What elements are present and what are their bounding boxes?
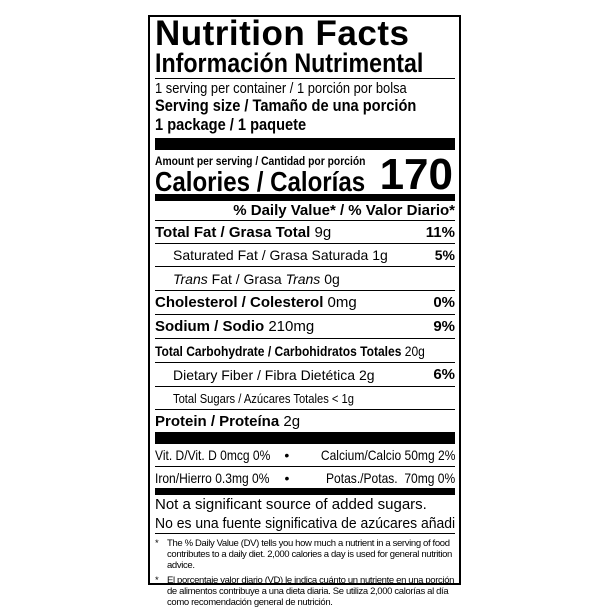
nutrient-row-saturated-fat: Saturated Fat / Grasa Saturada 1g 5% [155,244,455,267]
nutrient-row-total-fat: Total Fat / Grasa Total 9g 11% [155,221,455,244]
footnote-text: El porcentaje valor diario (VD) le indic… [167,575,455,608]
nutrient-row-trans-fat: Trans Fat / Grasa Trans 0g [155,267,455,291]
divider-medium [155,488,455,495]
nutrient-label: Dietary Fiber / Fibra Dietética [173,366,356,383]
nutrient-row-total-carbohydrate: Total Carbohydrate / Carbohidratos Total… [155,339,455,363]
nutrition-label: Nutrition Facts Información Nutrimental … [148,15,461,608]
added-sugars-note: Not a significant source of added sugars… [155,495,427,513]
nutrient-label: Saturated Fat / Grasa Saturada [173,247,369,263]
nutrient-amount: 20g [404,342,425,359]
nutrient-dv: 11% [425,223,455,241]
micronutrient-right: Calcium/Calcio 50mg 2% [320,447,455,463]
divider-thick [155,432,455,444]
bullet-separator: • [284,469,290,486]
footnote-es: * El porcentaje valor diario (VD) le indi… [155,575,455,608]
footnote-star: * [155,538,159,549]
divider-thick [155,138,455,150]
calories-value: 170 [379,150,453,199]
label-title-es-text: Información Nutrimental [155,49,424,78]
micronutrient-row: Iron/Hierro 0.3mg 0% • Potas./Potas. 70mg … [155,467,455,488]
micronutrient-left: Iron/Hierro 0.3mg 0% [155,469,270,486]
nutrient-label: Total Fat / Grasa Total [155,223,311,241]
amount-per-serving: Amount per serving / Cantidad por porció… [155,154,366,168]
nutrient-label: Cholesterol / Colesterol [155,294,324,311]
serving-size-value-text: 1 package / 1 paquete [155,115,307,134]
nutrient-row-total-sugars: Total Sugars / Azúcares Totales < 1g [155,387,455,410]
calories-section: Amount per serving / Cantidad por porció… [155,150,455,199]
daily-value-header: % Daily Value* / % Valor Diario* [155,201,455,221]
nutrient-dv: 9% [433,318,455,335]
nutrient-label-italic: Trans [285,270,321,287]
nutrient-dv: 5% [434,247,455,263]
nutrient-label: Sodium / Sodio [155,318,265,335]
footnote-star: * [155,575,159,586]
nutrient-row-protein: Protein / Proteína 2g [155,410,455,432]
micronutrient-right: Potas./Potas. 70mg 0% [325,469,455,486]
added-sugars-note-es: No es una fuente significativa de azúcar… [155,513,455,534]
nutrient-row-sodium: Sodium / Sodio 210mg 9% [155,315,455,339]
added-sugars-note-es-text: No es una fuente significativa de azúcar… [155,514,455,532]
nutrient-amount: 2g [283,412,301,430]
nutrient-dv: 0% [433,294,455,311]
nutrient-amount: 0mg [327,294,357,311]
nutrient-label: Fat / Grasa [207,270,286,287]
nutrient-amount: 2g [358,366,375,383]
micronutrient-left: Vit. D/Vit. D 0mcg 0% [155,447,271,463]
footnote-en: * The % Daily Value (DV) tells you how mu… [155,538,455,571]
nutrient-amount: 210mg [268,318,315,335]
nutrient-amount: < 1g [331,390,354,406]
label-title-es: Información Nutrimental [155,49,455,79]
nutrient-label: Total Carbohydrate / Carbohidratos Total… [155,342,402,359]
bullet-separator: • [284,447,290,463]
calories-label: Calories / Calorías [155,166,366,197]
serving-size-label: Serving size / Tamaño de una porción [155,97,455,115]
nutrient-row-cholesterol: Cholesterol / Colesterol 0mg 0% [155,291,455,315]
nutrient-row-dietary-fiber: Dietary Fiber / Fibra Dietética 2g 6% [155,363,455,387]
servings-per-container: 1 serving per container / 1 porción por … [155,79,455,97]
nutrient-amount: 9g [314,223,332,241]
micronutrient-row: Vit. D/Vit. D 0mcg 0% • Calcium/Calcio 50m… [155,444,455,467]
label-title: Nutrition Facts [155,18,410,49]
servings-text: 1 serving per container / 1 porción por … [155,79,407,97]
nutrient-label: Protein / Proteína [155,412,280,430]
nutrient-label-italic: Trans [173,270,208,287]
serving-size-label-text: Serving size / Tamaño de una porción [155,97,417,115]
nutrient-amount: 1g [372,247,388,263]
divider-medium [155,194,455,201]
footnote-text: The % Daily Value (DV) tells you how muc… [167,538,452,571]
nutrient-amount: 0g [324,270,340,287]
nutrient-label: Total Sugars / Azúcares Totales [173,390,329,406]
serving-size-value: 1 package / 1 paquete [155,115,455,135]
nutrient-dv: 6% [433,366,455,383]
